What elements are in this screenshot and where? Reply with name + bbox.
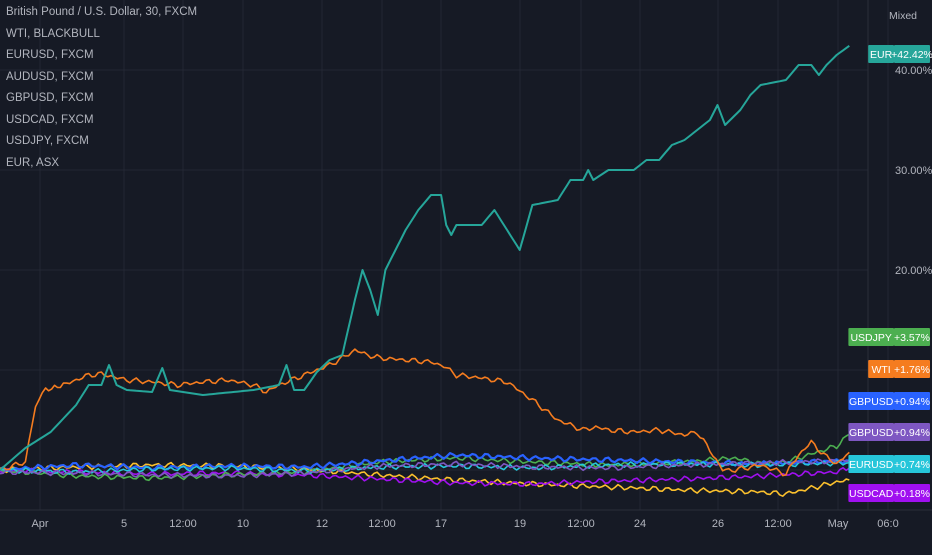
price-label-value-box: [894, 484, 930, 502]
price-label-name-box: [848, 328, 894, 346]
price-label-value: +0.94%: [894, 427, 930, 439]
series-legend: British Pound / U.S. Dollar, 30, FXCM WT…: [6, 2, 197, 174]
price-label-gbpusd-blue[interactable]: GBPUSD +0.94%: [848, 392, 930, 410]
legend-eurusd[interactable]: EURUSD, FXCM: [6, 49, 94, 61]
price-label-gbpusd-purple[interactable]: GBPUSD +0.94%: [848, 423, 930, 441]
x-tick-label: 12:00: [567, 518, 595, 530]
price-label-name: USDJPY: [850, 332, 891, 344]
x-tick-label: 12:00: [368, 518, 396, 530]
price-label-value: +42.42%: [891, 49, 932, 61]
price-label-value: +0.74%: [894, 459, 930, 471]
series-line-audusd: [0, 461, 850, 497]
price-label-eur[interactable]: EUR+42.42%: [868, 45, 932, 63]
price-label-eurusd[interactable]: EURUSD +0.74%: [848, 455, 930, 473]
y-tick-label: 40.00%: [895, 65, 932, 77]
price-label-value-box: [894, 360, 930, 378]
price-label-name: GBPUSD: [849, 427, 894, 439]
price-label-value-box: [894, 423, 930, 441]
y-tick-label: 30.00%: [895, 165, 932, 177]
price-label-name: GBPUSD: [849, 396, 894, 408]
x-axis-ticks: Apr 5 12:00 10 12 12:00 17 19 12:00 24 26 12:00 May 0…: [31, 518, 898, 530]
price-label-name: EURUSD: [849, 459, 894, 471]
x-tick-label: 12:00: [764, 518, 792, 530]
x-tick-label: 06:0: [877, 518, 898, 530]
price-label-value-box: [894, 45, 930, 63]
series-line-wti: [0, 348, 850, 477]
price-label-name-box: [848, 423, 894, 441]
legend-usdjpy[interactable]: USDJPY, FXCM: [6, 135, 89, 147]
price-label-name-box: [868, 360, 894, 378]
price-label-name-box: [868, 45, 894, 63]
price-label-value: +0.18%: [894, 488, 930, 500]
legend-eur[interactable]: EUR, ASX: [6, 156, 60, 169]
y-axis-ticks: 40.00% 30.00% 20.00%: [895, 65, 932, 277]
x-tick-label: 19: [514, 518, 526, 530]
price-label-name-box: [848, 455, 894, 473]
price-label-name-box: [848, 484, 894, 502]
price-label-value: +1.76%: [894, 364, 930, 376]
legend-gbpusd[interactable]: GBPUSD, FXCM: [6, 92, 94, 104]
y-tick-label: 20.00%: [895, 265, 932, 277]
price-label-value: +0.94%: [894, 396, 930, 408]
legend-usdcad[interactable]: USDCAD, FXCM: [6, 113, 94, 126]
x-tick-label: 10: [237, 518, 249, 530]
series-line-gbpusd-blue: [0, 452, 850, 473]
x-tick-label: 17: [435, 518, 447, 530]
price-label-value-box: [894, 455, 930, 473]
series-lines: [0, 44, 850, 497]
x-tick-label: Apr: [31, 518, 48, 530]
price-label-wti[interactable]: WTI +1.76%: [868, 360, 930, 378]
legend-wti[interactable]: WTI, BLACKBULL: [6, 27, 100, 40]
price-label-name-box: [848, 392, 894, 410]
x-tick-label: 12:00: [169, 518, 197, 530]
price-label-value: +3.57%: [894, 332, 930, 344]
x-tick-label: May: [828, 518, 849, 530]
x-tick-label: 12: [316, 518, 328, 530]
price-label-name: USDCAD: [849, 488, 894, 500]
price-label-name: EUR: [870, 49, 893, 61]
price-label-value-box: [894, 328, 930, 346]
scale-mode-label[interactable]: Mixed: [889, 10, 917, 22]
x-tick-label: 24: [634, 518, 646, 530]
price-label-usdjpy[interactable]: USDJPY +3.57%: [848, 328, 930, 346]
x-tick-label: 5: [121, 518, 127, 530]
price-label-usdcad[interactable]: USDCAD +0.18%: [848, 484, 930, 502]
series-line-usdjpy: [0, 433, 850, 482]
price-label-value-box: [894, 392, 930, 410]
x-tick-label: 26: [712, 518, 724, 530]
legend-main-symbol[interactable]: British Pound / U.S. Dollar, 30, FXCM: [6, 6, 198, 18]
price-label-name: WTI: [871, 364, 890, 376]
series-line-eur: [0, 44, 850, 471]
series-price-labels: EUR+42.42%WTI +1.76%USDJPY +3.57%GBPUSD +0.…: [848, 45, 932, 502]
series-line-gbpusd-purple: [0, 458, 850, 479]
legend-audusd[interactable]: AUDUSD, FXCM: [6, 70, 94, 83]
series-line-eurusd: [0, 459, 850, 475]
